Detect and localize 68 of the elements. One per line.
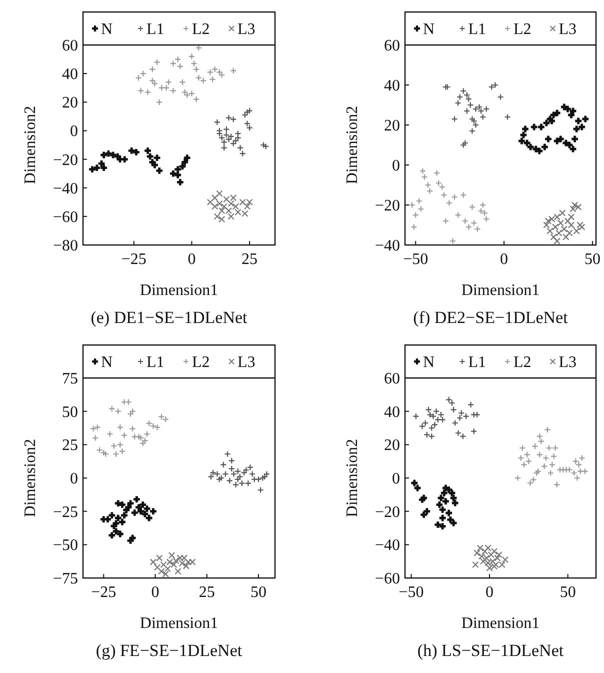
y-tick-label: 20 <box>384 437 400 454</box>
x-tick-label: 0 <box>151 584 160 601</box>
legend-label: N <box>423 21 435 38</box>
legend-label: L2 <box>192 354 210 371</box>
legend-label: L3 <box>238 354 256 371</box>
y-axis-title: Dimension2 <box>344 106 361 184</box>
x-axis-title: Dimension1 <box>140 615 218 632</box>
y-tick-label: 60 <box>384 370 400 388</box>
y-axis-title: Dimension2 <box>344 438 361 518</box>
y-tick-label: −80 <box>52 238 78 254</box>
x-tick-label: −50 <box>403 251 428 268</box>
legend-label: L3 <box>558 354 577 371</box>
legend-label: L3 <box>558 21 577 38</box>
y-tick-label: −20 <box>52 152 78 169</box>
text: (g) FE−SE−1DLeNet <box>96 641 242 660</box>
y-tick-label: 20 <box>384 118 400 134</box>
legend-label: L2 <box>514 354 532 371</box>
legend-label: N <box>423 354 435 371</box>
legend-label: L1 <box>468 354 486 371</box>
x-axis-title: Dimension1 <box>461 282 540 299</box>
x-tick-label: −25 <box>121 251 146 268</box>
y-tick-label: −25 <box>52 504 78 521</box>
x-tick-label: 25 <box>242 251 258 268</box>
y-tick-label: −75 <box>52 570 78 588</box>
y-tick-label: 0 <box>70 470 78 488</box>
legend-label: L3 <box>238 21 256 38</box>
y-tick-label: −60 <box>374 570 400 588</box>
y-tick-label: 0 <box>392 158 400 174</box>
legend-label: L2 <box>192 21 210 38</box>
y-tick-label: 25 <box>62 437 78 454</box>
x-tick-label: 50 <box>560 584 576 601</box>
x-tick-label: 0 <box>500 251 508 268</box>
y-tick-label: −60 <box>52 208 78 226</box>
y-tick-label: 0 <box>392 470 400 488</box>
legend-label: N <box>101 354 113 371</box>
x-tick-label: 0 <box>486 584 494 601</box>
text: (e) DE1−SE−1DLeNet <box>90 308 248 327</box>
x-tick-label: −25 <box>91 584 116 601</box>
y-axis-title: Dimension2 <box>22 438 39 518</box>
y-tick-label: 40 <box>384 404 400 421</box>
y-tick-label: 40 <box>62 66 78 84</box>
legend-label: L1 <box>468 21 486 38</box>
y-tick-label: 0 <box>70 123 78 140</box>
text: (h) LS−SE−1DLeNet <box>417 641 564 660</box>
legend-label: N <box>101 21 113 38</box>
y-tick-label: −40 <box>374 537 400 554</box>
y-tick-label: −20 <box>374 504 400 521</box>
x-tick-label: 50 <box>250 584 266 601</box>
y-tick-label: −40 <box>374 238 400 254</box>
y-tick-label: −40 <box>52 180 78 198</box>
x-tick-label: 50 <box>584 251 600 268</box>
x-axis-title: Dimension1 <box>140 282 218 299</box>
y-axis-title: Dimension2 <box>22 106 39 184</box>
y-tick-label: 40 <box>384 78 400 94</box>
x-tick-label: 0 <box>188 251 196 268</box>
text: (f) DE2−SE−1DLeNet <box>413 308 568 327</box>
x-tick-label: 25 <box>198 584 215 601</box>
legend-label: L1 <box>146 21 164 38</box>
y-tick-label: −50 <box>52 537 78 554</box>
legend-label: L1 <box>146 354 164 371</box>
legend-label: L2 <box>514 21 532 38</box>
y-tick-label: 60 <box>62 38 78 54</box>
y-tick-label: 20 <box>62 94 78 112</box>
y-tick-label: −20 <box>374 198 400 214</box>
y-tick-label: 50 <box>62 404 78 421</box>
y-tick-label: 60 <box>384 38 400 54</box>
x-axis-title: Dimension1 <box>461 615 540 632</box>
y-tick-label: 75 <box>62 370 78 388</box>
